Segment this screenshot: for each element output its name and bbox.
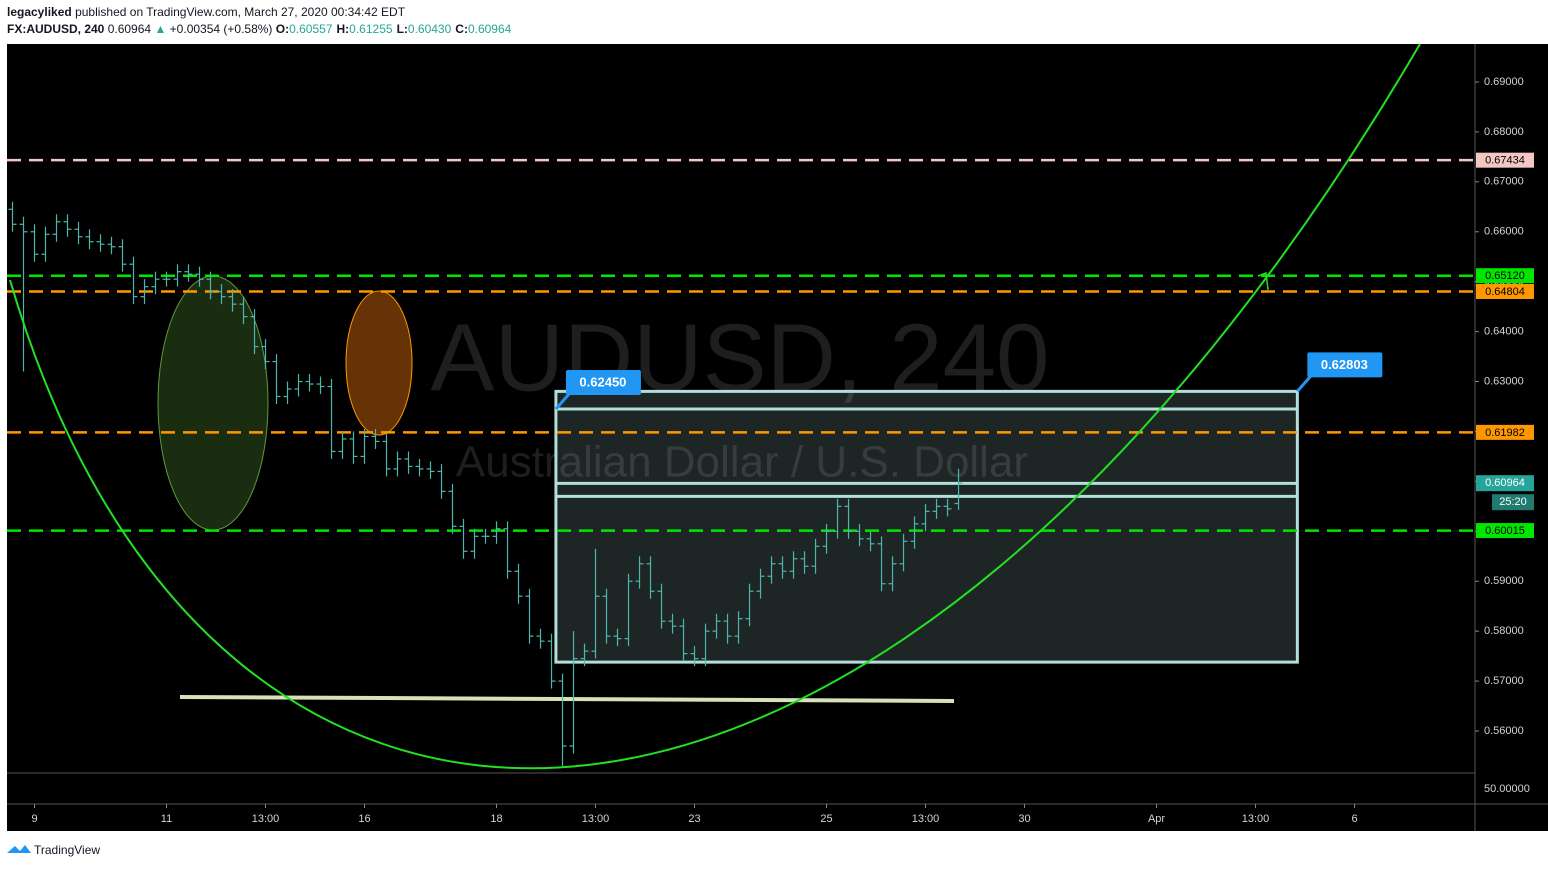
pane-label: 50.00000 — [1484, 783, 1530, 795]
y-tick-label: 0.58000 — [1484, 625, 1524, 637]
last: 0.60964 — [107, 22, 152, 36]
time-axis-bg — [7, 804, 1548, 831]
header-line: FX:AUDUSD, 240 0.60964 ▲ +0.00354 (+0.58… — [7, 21, 515, 38]
y-tick-label: 0.69000 — [1484, 76, 1524, 88]
x-tick-label: 18 — [490, 813, 502, 825]
x-tick-label: 30 — [1018, 813, 1030, 825]
y-tick-label: 0.63000 — [1484, 375, 1524, 387]
watermark: AUDUSD, 240 — [431, 304, 1050, 411]
y-tick-label: 0.57000 — [1484, 675, 1524, 687]
x-tick-label: 13:00 — [582, 813, 610, 825]
countdown: 25:20 — [1499, 496, 1527, 508]
change: +0.00354 (+0.58%) — [169, 22, 273, 36]
callout-pointer — [554, 392, 572, 410]
x-tick-label: 23 — [688, 813, 700, 825]
level-label: 0.61982 — [1485, 427, 1525, 439]
ohlc-value: 0.60557 — [289, 22, 333, 36]
level-label: 0.60015 — [1485, 525, 1525, 537]
x-tick-label: 25 — [820, 813, 832, 825]
level-label: 0.67434 — [1485, 155, 1525, 167]
x-tick-label: 16 — [358, 813, 370, 825]
x-tick-label: 11 — [161, 813, 172, 825]
callout-pointer — [1296, 374, 1313, 393]
ohlc-value: 0.60430 — [407, 22, 452, 36]
x-tick-label: Apr — [1148, 813, 1165, 825]
published: published on TradingView.com, March 27, … — [75, 5, 406, 19]
level-tag — [1476, 424, 1534, 440]
ohlc-key: C: — [455, 22, 468, 36]
level-tag — [1476, 152, 1534, 168]
level-tag — [1476, 268, 1534, 284]
ellipse — [157, 275, 269, 531]
level-label: 0.65120 — [1485, 270, 1525, 282]
x-tick-label: 6 — [1351, 813, 1357, 825]
logo — [7, 845, 31, 853]
level-tag — [1476, 523, 1534, 539]
y-tick-label: 0.68000 — [1484, 126, 1524, 138]
last-label: 0.60964 — [1485, 477, 1525, 489]
y-tick-label: 0.64000 — [1484, 326, 1524, 338]
trend-line — [179, 695, 955, 703]
ohlc-key: O: — [275, 22, 290, 36]
y-tick-label: 0.59000 — [1484, 575, 1524, 587]
arrow: ▲ — [154, 22, 167, 36]
ohlc-value: 0.60964 — [467, 22, 512, 36]
price-axis-bg — [1475, 44, 1548, 804]
ohlc: O:0.60557 H:0.61255 L:0.60430 C:0.60964 — [276, 22, 516, 36]
y-tick-label: 0.66000 — [1484, 226, 1524, 238]
arrow — [1257, 271, 1269, 291]
level-tag — [1476, 283, 1534, 299]
callout-box — [1307, 352, 1383, 378]
callout-label: 0.62803 — [1321, 357, 1368, 372]
countdown-tag — [1492, 494, 1534, 511]
watermark-sub: Australian Dollar / U.S. Dollar — [456, 438, 1028, 487]
header-line: legacyliked published on TradingView.com… — [7, 4, 515, 21]
layer: 0.560000.570000.580000.590000.600000.610… — [7, 76, 1534, 825]
callout-label: 0.62450 — [579, 374, 626, 389]
symbol: FX:AUDUSD, 240 — [7, 22, 105, 36]
callout-box — [565, 369, 641, 395]
level-label: 0.64804 — [1485, 286, 1525, 298]
parabola — [9, 43, 1421, 770]
ohlc-key: L: — [396, 22, 408, 36]
ellipse — [345, 290, 413, 436]
x-tick-label: 13:00 — [252, 813, 280, 825]
x-tick-label: 9 — [31, 813, 37, 825]
ohlc-value: 0.61255 — [349, 22, 393, 36]
x-tick-label: 13:00 — [912, 813, 940, 825]
last-tag — [1476, 475, 1534, 492]
plot-bg — [7, 44, 1475, 804]
author: legacyliked — [7, 5, 72, 19]
box — [554, 389, 1299, 664]
y-tick-label: 0.67000 — [1484, 176, 1524, 188]
brand: TradingView — [34, 843, 100, 857]
y-tick-label: 0.56000 — [1484, 725, 1524, 737]
ohlc-key: H: — [336, 22, 350, 36]
x-tick-label: 13:00 — [1242, 813, 1270, 825]
header: legacyliked published on TradingView.com… — [7, 4, 515, 38]
